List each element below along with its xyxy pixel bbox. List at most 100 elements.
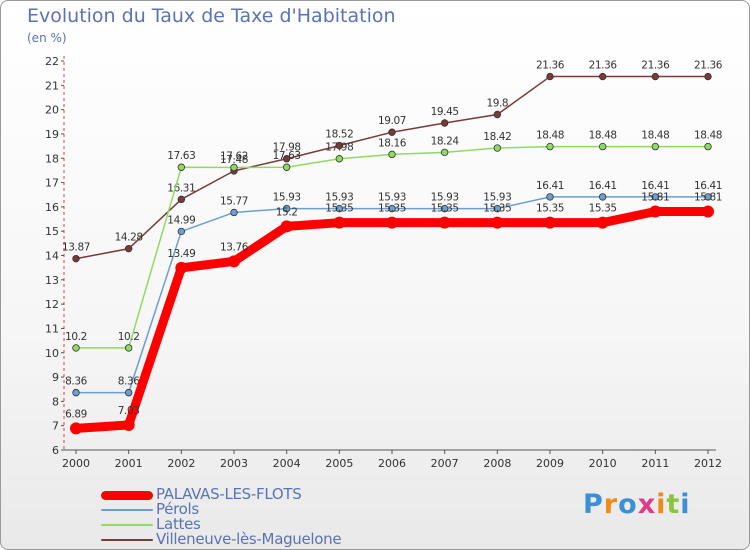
- data-label: 17.98: [273, 142, 301, 154]
- data-label: 8.36: [65, 376, 87, 388]
- data-label: 18.48: [694, 130, 722, 142]
- data-label: 15.93: [273, 192, 301, 204]
- data-label: 19.45: [431, 106, 459, 118]
- data-label: 18.48: [536, 130, 564, 142]
- y-tick-label: 18: [45, 152, 59, 165]
- data-point: [388, 128, 396, 136]
- data-point: [704, 142, 712, 151]
- data-label: 10.2: [118, 331, 140, 343]
- data-label: 17.48: [220, 154, 248, 166]
- data-point: [282, 163, 291, 171]
- legend-swatch: [101, 509, 153, 511]
- data-point: [546, 142, 554, 151]
- data-point: [440, 119, 449, 127]
- data-label: 15.77: [220, 195, 248, 207]
- data-point: [282, 155, 291, 163]
- data-point: [546, 72, 554, 81]
- y-tick-label: 21: [45, 79, 59, 92]
- x-tick-label: 2008: [483, 457, 511, 470]
- data-label: 7.03: [118, 405, 140, 417]
- y-tick-label: 22: [45, 55, 59, 68]
- data-label: 18.24: [431, 135, 460, 147]
- data-point: [651, 193, 660, 201]
- data-label: 18.48: [641, 130, 669, 142]
- data-point: [175, 261, 188, 274]
- data-point: [651, 72, 660, 81]
- x-tick-label: 2009: [536, 457, 564, 470]
- data-label: 21.36: [641, 60, 670, 72]
- data-point: [124, 344, 133, 352]
- x-tick-label: 2002: [167, 457, 195, 470]
- x-tick-label: 2007: [431, 457, 459, 470]
- data-label: 15.81: [694, 191, 722, 203]
- data-label: 21.36: [536, 60, 565, 72]
- data-label: 15.93: [325, 192, 353, 204]
- logo-letter: r: [603, 489, 619, 520]
- x-tick-label: 2011: [641, 457, 669, 470]
- legend-item: Villeneuve-lès-Maguelone: [101, 530, 401, 548]
- series-line-3: [75, 75, 709, 260]
- legend-item: Pérols: [101, 500, 401, 518]
- y-tick-label: 15: [45, 225, 59, 238]
- data-label: 18.16: [378, 137, 407, 149]
- y-tick-label: 19: [45, 128, 59, 141]
- y-tick-label: 10: [45, 347, 59, 360]
- x-tick-label: 2010: [589, 457, 617, 470]
- data-label: 17.63: [273, 150, 301, 162]
- data-label: 14.99: [167, 214, 195, 226]
- data-point: [598, 72, 607, 81]
- logo-letter: x: [637, 489, 657, 520]
- data-point: [388, 150, 396, 159]
- data-label: 15.35: [589, 203, 617, 215]
- data-point: [72, 254, 80, 263]
- y-tick-label: 7: [52, 420, 59, 433]
- data-point: [440, 204, 449, 213]
- y-tick-label: 12: [45, 298, 59, 311]
- legend-label: Villeneuve-lès-Maguelone: [156, 530, 342, 548]
- logo-letter: t: [666, 489, 681, 520]
- data-label: 17.62: [220, 150, 248, 162]
- data-label: 15.93: [431, 192, 459, 204]
- data-point: [386, 216, 398, 229]
- data-point: [491, 216, 504, 229]
- y-tick-label: 9: [52, 371, 59, 384]
- legend-item: Lattes: [101, 515, 401, 533]
- data-point: [598, 142, 607, 151]
- chart-unit-label: (en %): [27, 31, 67, 45]
- legend-swatch: [101, 490, 153, 500]
- logo-letter: o: [618, 489, 638, 520]
- data-point: [546, 193, 554, 201]
- data-point: [230, 208, 238, 217]
- data-label: 13.87: [62, 242, 90, 254]
- data-label: 18.42: [483, 131, 511, 143]
- data-label: 8.36: [118, 376, 140, 388]
- data-point: [335, 141, 344, 150]
- data-label: 15.35: [378, 203, 406, 215]
- x-tick-label: 2004: [273, 457, 301, 470]
- data-label: 14.28: [115, 232, 143, 244]
- data-point: [177, 227, 186, 236]
- y-tick-label: 14: [45, 250, 59, 263]
- data-label: 16.41: [589, 180, 617, 192]
- series-line-0: [71, 206, 713, 433]
- data-label: 19.8: [486, 97, 508, 109]
- data-point: [228, 255, 240, 268]
- data-label: 13.49: [167, 248, 195, 260]
- data-label: 21.36: [694, 60, 723, 72]
- data-label: 15.35: [431, 203, 459, 215]
- data-point: [704, 193, 712, 201]
- data-label: 15.81: [641, 191, 669, 203]
- legend-swatch: [101, 524, 153, 526]
- legend-swatch: [101, 539, 153, 541]
- legend-item: PALAVAS-LES-FLOTS: [101, 485, 401, 503]
- data-label: 6.89: [65, 408, 87, 420]
- x-tick-label: 2005: [325, 457, 353, 470]
- legend-label: Lattes: [156, 515, 201, 533]
- x-tick-label: 2012: [694, 457, 722, 470]
- data-label: 16.41: [641, 180, 669, 192]
- logo-letter: i: [680, 489, 691, 520]
- data-point: [177, 195, 186, 204]
- chart-legend: PALAVAS-LES-FLOTS Pérols Lattes Villeneuve-…: [101, 485, 401, 548]
- legend-label: PALAVAS-LES-FLOTS: [156, 485, 302, 503]
